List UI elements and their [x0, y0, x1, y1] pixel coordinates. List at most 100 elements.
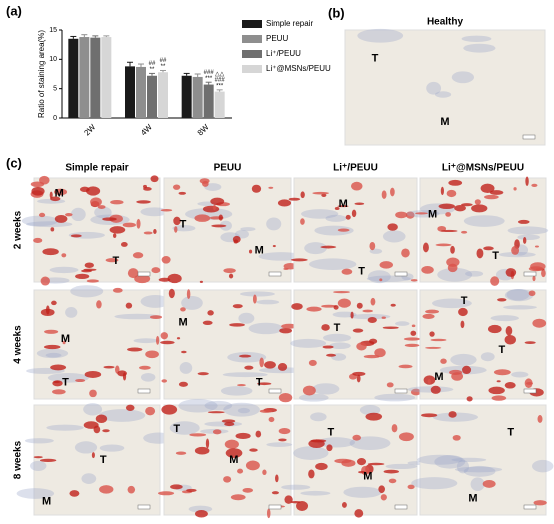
stain-spot	[504, 382, 516, 389]
tissue-fiber	[417, 454, 463, 465]
tissue-fiber	[70, 285, 104, 298]
stain-spot	[122, 372, 127, 381]
stain-spot	[236, 383, 246, 387]
stain-spot	[277, 199, 292, 207]
stain-spot	[461, 230, 468, 234]
stain-spot	[390, 187, 395, 197]
tissue-fiber	[204, 400, 233, 411]
scale-bar	[137, 504, 151, 510]
bar	[203, 84, 214, 118]
tissue-fiber	[504, 289, 534, 302]
tissue-fiber	[451, 457, 487, 463]
stain-spot	[440, 186, 444, 196]
tissue-fiber	[450, 353, 477, 366]
image-label: T	[358, 266, 365, 278]
stain-spot	[321, 304, 337, 308]
stain-spot	[186, 488, 197, 492]
stain-spot	[233, 239, 239, 244]
tissue-fiber	[343, 486, 382, 498]
stain-spot	[333, 305, 339, 310]
image-label: M	[229, 454, 238, 466]
tissue-image	[419, 404, 547, 516]
legend-swatch	[242, 20, 262, 28]
stain-spot	[435, 243, 452, 247]
stain-spot	[326, 353, 336, 357]
stain-spot	[315, 462, 328, 471]
stain-spot	[398, 364, 413, 369]
stain-spot	[136, 200, 151, 204]
stain-spot	[505, 326, 513, 336]
stain-spot	[223, 476, 232, 483]
stain-spot	[160, 340, 175, 345]
stain-spot	[207, 411, 225, 414]
tissue-fiber	[169, 421, 200, 435]
stain-spot	[341, 501, 347, 508]
image-label: M	[468, 492, 477, 504]
stain-spot	[405, 211, 415, 219]
bar	[147, 75, 157, 118]
tissue-fiber	[366, 275, 411, 282]
stain-spot	[522, 237, 527, 244]
tissue-image	[344, 29, 546, 146]
scale-bar	[268, 271, 282, 277]
stain-spot	[530, 262, 546, 271]
tissue-fiber	[395, 321, 410, 326]
stain-spot	[160, 332, 168, 340]
stain-spot	[358, 470, 366, 474]
x-tick-label: 4W	[139, 122, 154, 137]
stain-spot	[245, 460, 260, 471]
stain-spot	[161, 379, 168, 383]
stain-spot	[244, 365, 254, 370]
tissue-fiber	[49, 266, 79, 274]
bar	[68, 38, 79, 118]
tissue-fiber	[456, 459, 469, 474]
tissue-fiber	[178, 399, 218, 413]
stain-spot	[476, 248, 484, 259]
tissue-fiber	[16, 488, 55, 499]
stain-spot	[524, 341, 536, 345]
legend-label: Li⁺@MSNs/PEUU	[266, 64, 331, 73]
stain-spot	[483, 246, 494, 251]
tissue-fiber	[266, 217, 282, 231]
bar	[79, 37, 90, 118]
tissue-fiber	[98, 409, 146, 422]
stain-spot	[386, 382, 394, 388]
tissue-fiber	[21, 215, 59, 227]
stain-spot	[440, 358, 447, 364]
tissue-fiber	[329, 342, 351, 350]
stain-spot	[489, 190, 504, 195]
tissue-fiber	[114, 313, 161, 320]
stain-spot	[84, 262, 94, 268]
stain-spot	[235, 432, 251, 440]
tissue-fiber	[374, 393, 416, 402]
stain-spot	[354, 509, 364, 518]
stain-spot	[51, 300, 57, 306]
stain-spot	[450, 245, 455, 254]
image-label: T	[461, 295, 468, 307]
stain-spot	[312, 191, 329, 195]
stain-spot	[127, 268, 139, 279]
stain-spot	[259, 409, 273, 413]
stain-spot	[175, 451, 187, 455]
stain-spot	[281, 323, 298, 329]
tissue-image	[163, 177, 292, 283]
image-label: T	[372, 53, 379, 65]
scale-bar	[394, 504, 408, 510]
stain-spot	[533, 500, 547, 506]
tissue-fiber	[300, 490, 331, 496]
image-label: M	[42, 496, 51, 508]
stain-spot	[411, 324, 416, 328]
image-label: T	[328, 426, 335, 438]
tissue-fiber	[298, 393, 329, 402]
tissue-fiber	[140, 372, 156, 382]
tissue-fiber	[24, 438, 54, 444]
stain-spot	[257, 382, 272, 386]
stain-spot	[39, 458, 57, 463]
tissue-fiber	[204, 183, 222, 191]
stain-spot	[421, 266, 434, 274]
stain-spot	[33, 237, 43, 243]
stain-spot	[300, 191, 305, 199]
scale-bar	[523, 388, 537, 394]
tissue-fiber	[411, 477, 458, 490]
tissue-fiber	[308, 258, 357, 270]
